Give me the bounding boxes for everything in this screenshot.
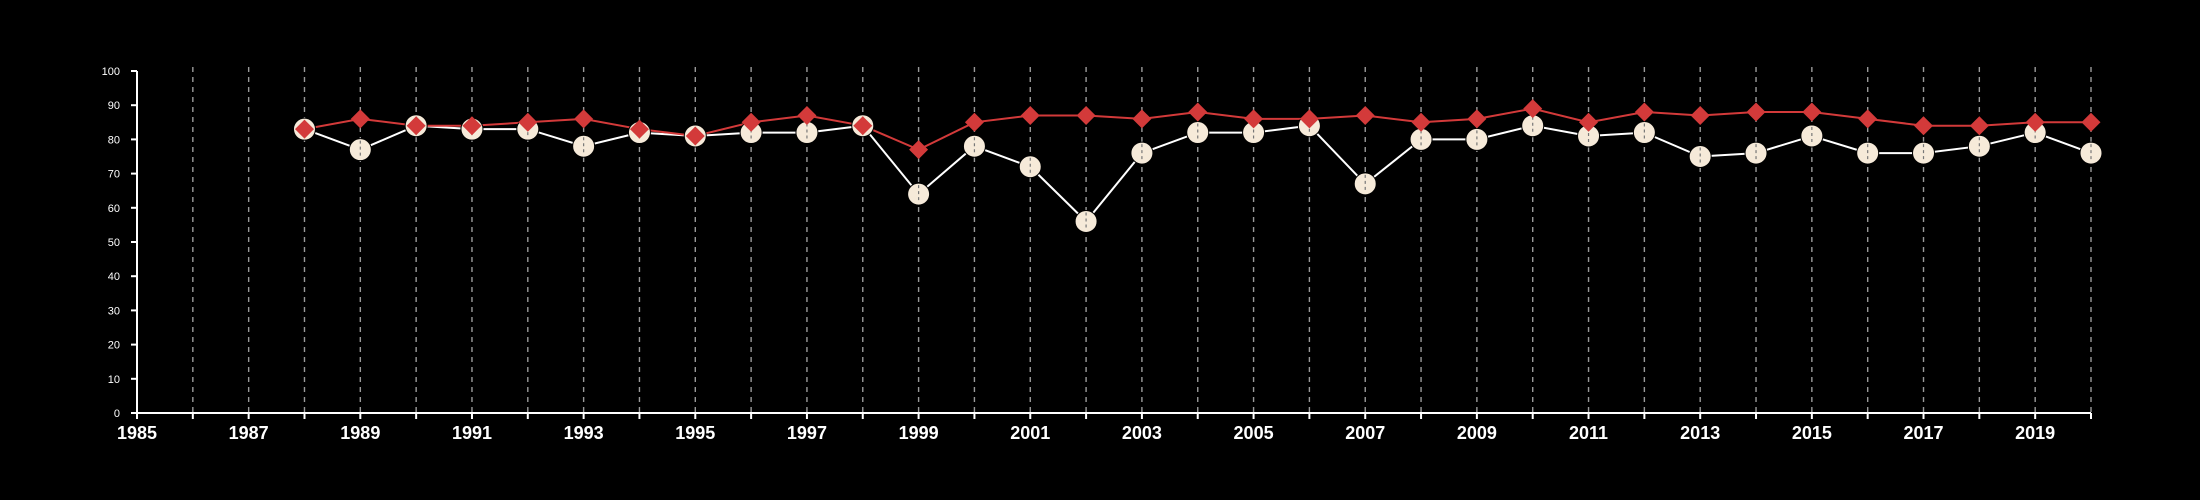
- x-tick-label: 2003: [1122, 423, 1162, 443]
- x-tick-label: 2017: [1903, 423, 1943, 443]
- data-point-diamond: [2025, 112, 2045, 132]
- data-point-diamond: [518, 112, 538, 132]
- y-tick-label: 30: [108, 305, 120, 317]
- data-point-diamond: [1467, 109, 1487, 129]
- x-tick-label: 2019: [2015, 423, 2055, 443]
- data-point-diamond: [629, 119, 649, 139]
- x-tick-label: 1989: [340, 423, 380, 443]
- y-tick-label: 0: [114, 408, 120, 420]
- data-point-diamond: [350, 109, 370, 129]
- data-point-diamond: [1355, 105, 1375, 125]
- x-tick-label: 2011: [1569, 423, 1608, 443]
- x-tick-label: 1991: [452, 423, 492, 443]
- grid: [192, 67, 2092, 413]
- data-point-diamond: [1132, 109, 1152, 129]
- axes: 1985 1987 1989 1991 1993 1995 1997 1999 2001 2003…: [102, 66, 2092, 443]
- data-point-diamond: [1802, 102, 1822, 122]
- series-layer: [292, 99, 2103, 233]
- x-tick-label: 2007: [1345, 423, 1385, 443]
- data-point-diamond: [741, 112, 761, 132]
- data-point-diamond: [574, 109, 594, 129]
- data-point-diamond: [406, 116, 426, 136]
- data-point-diamond: [964, 112, 984, 132]
- x-tick-label: 1999: [899, 423, 939, 443]
- x-tick-label: 1993: [564, 423, 604, 443]
- y-tick-label: 10: [108, 374, 120, 386]
- y-tick-label: 60: [108, 203, 120, 215]
- data-point-diamond: [1020, 105, 1040, 125]
- x-tick-label: 2015: [1792, 423, 1832, 443]
- data-point-diamond: [1634, 102, 1654, 122]
- y-tick-label: 100: [102, 66, 120, 78]
- x-tick-label: 1997: [787, 423, 827, 443]
- data-point-diamond: [1858, 109, 1878, 129]
- data-point-diamond: [685, 126, 705, 146]
- data-point-diamond: [797, 105, 817, 125]
- data-point-diamond: [1188, 102, 1208, 122]
- data-point-diamond: [1746, 102, 1766, 122]
- data-point-diamond: [1914, 116, 1934, 136]
- data-point-diamond: [1969, 116, 1989, 136]
- x-tick-label: 2001: [1010, 423, 1050, 443]
- y-tick-label: 80: [108, 134, 120, 146]
- data-point-diamond: [462, 116, 482, 136]
- y-tick-label: 20: [108, 340, 120, 352]
- data-point-diamond: [1076, 105, 1096, 125]
- data-point-diamond: [1523, 99, 1543, 119]
- data-point-diamond: [1244, 109, 1264, 129]
- y-tick-label: 40: [108, 271, 120, 283]
- data-point-diamond: [1690, 105, 1710, 125]
- data-point-diamond: [1579, 112, 1599, 132]
- x-tick-label: 1995: [675, 423, 715, 443]
- data-point-diamond: [853, 116, 873, 136]
- data-point-diamond: [1299, 109, 1319, 129]
- data-point-diamond: [1411, 112, 1431, 132]
- x-tick-label: 2005: [1234, 423, 1274, 443]
- data-point-diamond: [2081, 112, 2101, 132]
- x-tick-label: 2009: [1457, 423, 1497, 443]
- data-point-diamond: [909, 140, 929, 160]
- y-tick-label: 70: [108, 169, 120, 181]
- y-tick-label: 90: [108, 100, 120, 112]
- x-tick-label: 1987: [229, 423, 269, 443]
- x-tick-label: 2013: [1680, 423, 1720, 443]
- y-tick-label: 50: [108, 237, 120, 249]
- data-point-diamond: [294, 119, 314, 139]
- x-tick-label: 1985: [117, 423, 157, 443]
